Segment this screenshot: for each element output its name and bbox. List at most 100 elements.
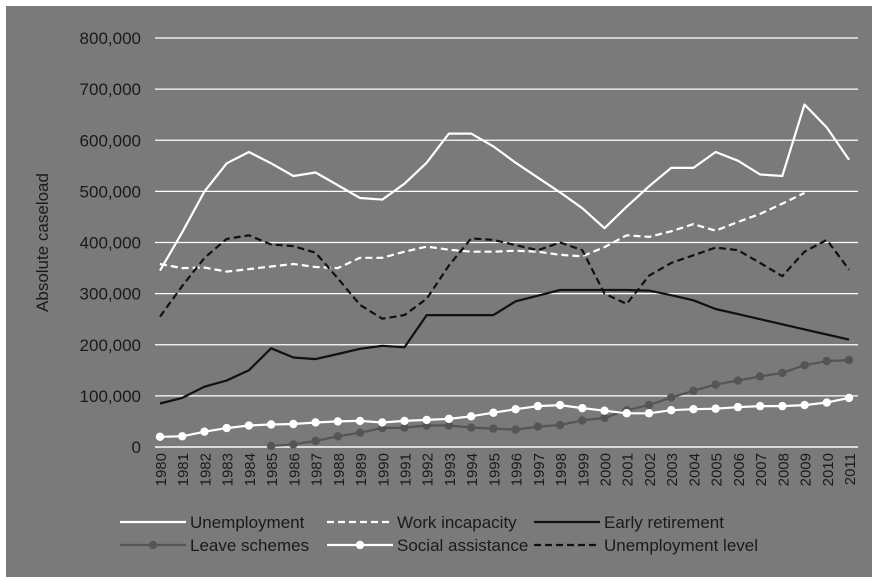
x-tick-label: 1987 (309, 453, 326, 486)
x-tick-label: 1985 (264, 453, 281, 486)
x-tick-label: 1997 (531, 453, 548, 486)
data-point-social-assistance (555, 400, 565, 410)
data-point-social-assistance (666, 405, 676, 415)
y-tick-label: 0 (132, 438, 141, 457)
data-point-social-assistance (422, 415, 431, 425)
data-point-social-assistance (689, 404, 698, 414)
x-tick-label: 1993 (442, 453, 459, 486)
x-tick-label: 1994 (464, 453, 481, 486)
data-point-social-assistance (578, 403, 587, 413)
data-point-social-assistance (311, 418, 320, 427)
x-tick-label: 2011 (842, 453, 859, 485)
x-tick-label: 2005 (709, 453, 726, 486)
y-tick-label: 400,000 (80, 234, 141, 253)
data-point-leave-schemes (400, 423, 409, 432)
data-point-leave-schemes (578, 416, 587, 425)
legend-label: Early retirement (604, 513, 724, 532)
data-point-leave-schemes (689, 386, 698, 395)
data-point-social-assistance (778, 401, 787, 411)
x-tick-label: 1984 (242, 453, 259, 486)
x-tick-label: 1982 (197, 453, 214, 486)
y-tick-label: 100,000 (80, 387, 141, 406)
data-point-social-assistance (200, 427, 209, 436)
data-point-leave-schemes (466, 423, 476, 432)
data-point-social-assistance (333, 417, 343, 426)
x-tick-label: 2003 (664, 453, 681, 486)
data-point-social-assistance (466, 412, 476, 421)
data-point-social-assistance (600, 406, 609, 415)
legend-label: Social assistance (397, 536, 528, 555)
y-tick-label: 600,000 (80, 131, 141, 150)
data-point-leave-schemes (555, 420, 565, 430)
data-point-leave-schemes (778, 368, 787, 378)
x-tick-label: 1983 (220, 453, 237, 486)
data-point-leave-schemes (733, 376, 743, 385)
data-point-social-assistance (444, 414, 454, 424)
data-point-social-assistance (733, 402, 743, 412)
x-tick-label: 2004 (686, 453, 703, 486)
data-point-leave-schemes (289, 440, 298, 449)
data-point-leave-schemes (311, 436, 320, 446)
data-point-social-assistance (711, 404, 720, 413)
series-line-unemployment-level (159, 234, 850, 320)
data-point-social-assistance (755, 401, 765, 411)
data-point-social-assistance (622, 409, 631, 418)
x-tick-label: 1995 (486, 453, 503, 486)
x-tick-label: 2008 (775, 453, 792, 486)
data-point-leave-schemes (266, 441, 276, 451)
legend-label: Unemployment (190, 513, 305, 532)
data-point-leave-schemes (600, 413, 609, 423)
x-tick-label: 2006 (731, 453, 748, 486)
x-tick-label: 2010 (820, 453, 837, 486)
x-tick-label: 1998 (553, 453, 570, 486)
data-point-leave-schemes (844, 355, 854, 365)
y-axis-label: Absolute caseload (33, 173, 52, 312)
data-point-leave-schemes (533, 422, 543, 431)
data-point-social-assistance (155, 432, 165, 441)
x-tick-label: 2009 (798, 453, 815, 486)
data-point-leave-schemes (333, 432, 343, 441)
data-point-social-assistance (822, 398, 831, 407)
x-tick-label: 1986 (286, 453, 303, 486)
series-line-early-retirement (159, 288, 850, 405)
data-point-leave-schemes (355, 428, 365, 437)
x-tick-label: 1989 (353, 453, 370, 486)
x-tick-label: 2002 (642, 453, 659, 486)
x-tick-label: 1991 (397, 453, 414, 486)
x-tick-label: 1988 (331, 453, 348, 486)
data-point-social-assistance (400, 416, 409, 426)
data-point-social-assistance (378, 418, 387, 427)
x-tick-label: 1981 (175, 453, 192, 486)
x-tick-label: 1996 (509, 453, 526, 486)
x-tick-label: 2000 (598, 453, 615, 486)
data-point-social-assistance (644, 409, 654, 418)
legend-marker (148, 540, 158, 550)
data-point-leave-schemes (489, 424, 498, 433)
x-tick-label: 1990 (375, 453, 392, 486)
data-point-leave-schemes (444, 421, 454, 430)
data-point-leave-schemes (755, 372, 765, 381)
x-tick-label: 2007 (753, 453, 770, 486)
y-tick-label: 500,000 (80, 182, 141, 201)
y-tick-label: 300,000 (80, 285, 141, 304)
data-point-social-assistance (511, 404, 520, 414)
y-tick-label: 700,000 (80, 80, 141, 99)
data-point-social-assistance (289, 419, 298, 429)
data-point-leave-schemes (644, 400, 654, 410)
data-point-social-assistance (178, 432, 187, 441)
legend-label: Leave schemes (190, 536, 309, 555)
data-point-social-assistance (844, 393, 854, 403)
data-point-social-assistance (489, 408, 498, 417)
series-line-unemployment (159, 103, 850, 272)
data-point-social-assistance (222, 423, 231, 433)
y-tick-label: 800,000 (80, 29, 141, 48)
x-tick-label: 2001 (620, 453, 637, 486)
data-point-social-assistance (266, 420, 276, 429)
x-tick-label: 1999 (575, 453, 592, 486)
data-point-leave-schemes (822, 356, 831, 366)
data-point-leave-schemes (666, 393, 676, 402)
data-point-leave-schemes (511, 425, 520, 434)
data-point-social-assistance (355, 416, 365, 426)
legend-label: Unemployment level (604, 536, 758, 555)
